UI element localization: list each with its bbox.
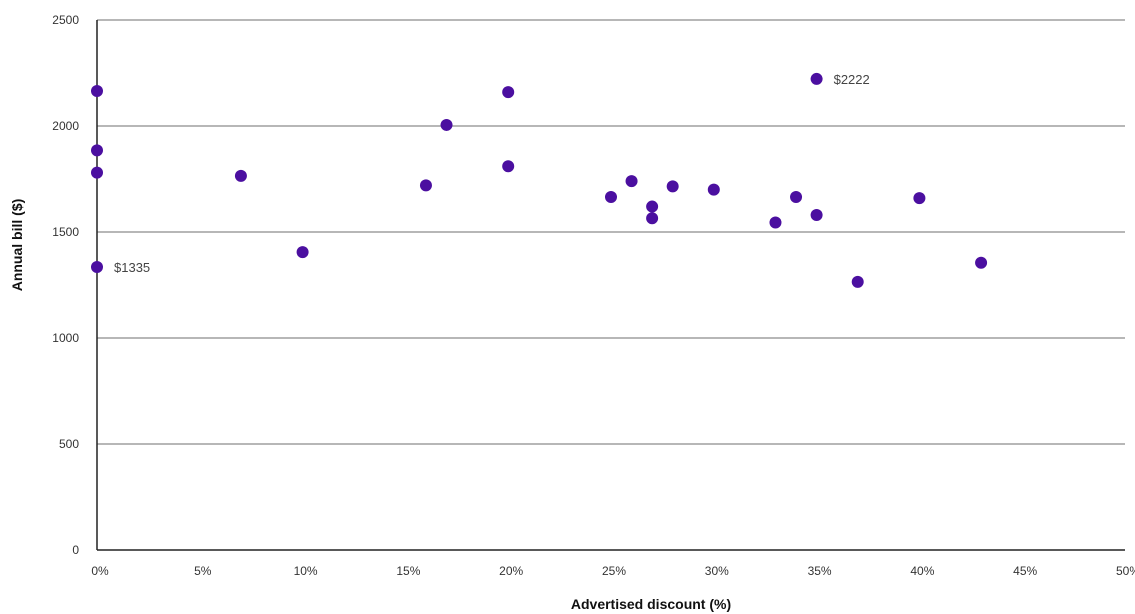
data-point bbox=[810, 209, 823, 222]
y-tick-label: 1000 bbox=[52, 331, 79, 345]
y-tick-label: 2500 bbox=[52, 13, 79, 27]
x-tick-label: 5% bbox=[194, 564, 212, 578]
x-tick-label: 45% bbox=[1013, 564, 1037, 578]
data-point bbox=[440, 118, 453, 131]
annotations: $1335 $2222 bbox=[114, 72, 870, 275]
x-tick-labels: 0% 5% 10% 15% 20% 25% 30% 35% 40% 45% 50% bbox=[91, 564, 1135, 578]
y-axis-title: Annual bill ($) bbox=[9, 199, 25, 292]
x-tick-label: 20% bbox=[499, 564, 523, 578]
y-tick-label: 500 bbox=[59, 437, 79, 451]
x-axis-title: Advertised discount (%) bbox=[571, 596, 731, 612]
data-point bbox=[91, 260, 103, 273]
data-point bbox=[790, 191, 803, 204]
y-tick-label: 0 bbox=[72, 543, 79, 557]
axes bbox=[96, 20, 1125, 551]
data-point bbox=[975, 256, 988, 269]
x-tick-label: 50% bbox=[1116, 564, 1135, 578]
data-point bbox=[646, 200, 659, 213]
x-tick-label: 0% bbox=[91, 564, 109, 578]
data-point bbox=[419, 179, 432, 192]
data-point bbox=[605, 191, 617, 204]
data-point bbox=[851, 275, 864, 288]
x-tick-label: 15% bbox=[396, 564, 420, 578]
data-point bbox=[91, 166, 103, 179]
x-tick-label: 30% bbox=[705, 564, 729, 578]
y-tick-labels: 0 500 1000 1500 2000 2500 bbox=[52, 13, 79, 557]
y-tick-label: 2000 bbox=[52, 119, 79, 133]
x-tick-label: 25% bbox=[602, 564, 626, 578]
data-point bbox=[810, 72, 823, 85]
data-point bbox=[91, 144, 103, 157]
data-point bbox=[234, 169, 247, 182]
data-points bbox=[91, 72, 988, 288]
data-point bbox=[296, 246, 309, 259]
data-point bbox=[769, 216, 782, 229]
data-point bbox=[502, 86, 515, 99]
data-label: $1335 bbox=[114, 260, 150, 275]
data-point bbox=[625, 175, 638, 188]
gridlines bbox=[97, 19, 1125, 445]
y-tick-label: 1500 bbox=[52, 225, 79, 239]
x-tick-label: 10% bbox=[294, 564, 318, 578]
x-tick-label: 40% bbox=[910, 564, 934, 578]
data-point bbox=[666, 180, 679, 193]
data-point bbox=[707, 183, 720, 196]
data-label: $2222 bbox=[834, 72, 870, 87]
data-point bbox=[646, 212, 659, 225]
x-tick-label: 35% bbox=[808, 564, 832, 578]
data-point bbox=[91, 85, 103, 98]
data-point bbox=[913, 192, 926, 205]
data-point bbox=[502, 160, 515, 173]
